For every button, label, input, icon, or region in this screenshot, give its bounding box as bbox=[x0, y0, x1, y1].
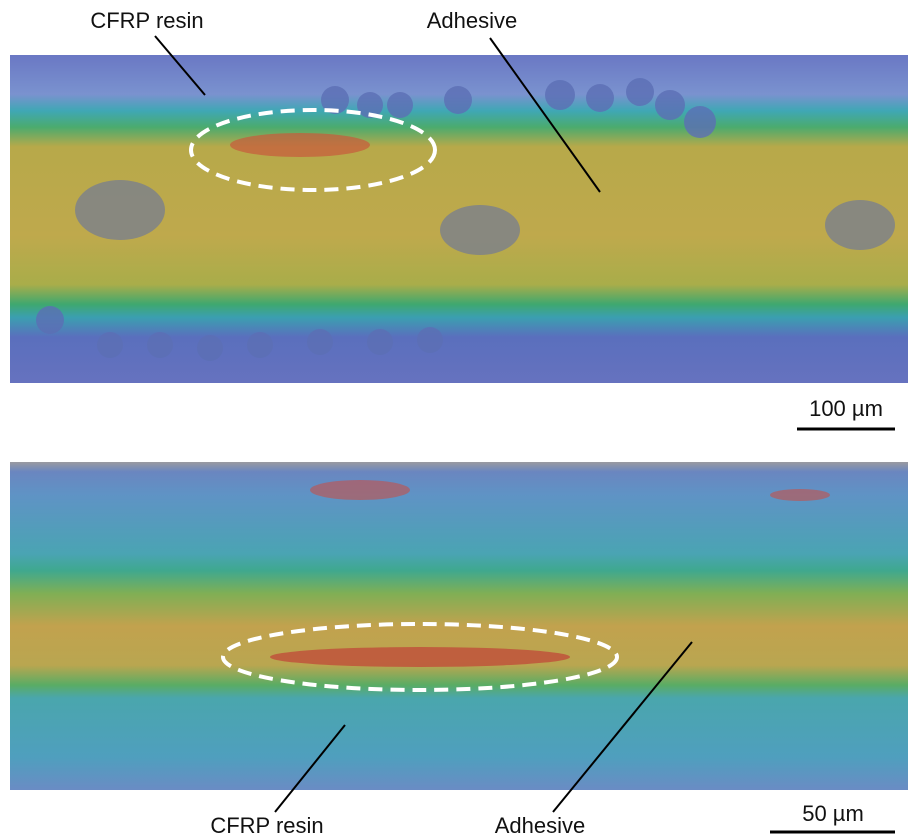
label: CFRP resin bbox=[90, 8, 203, 33]
figure: CFRP resin Adhesive 100 µm CFRP resin Ad… bbox=[0, 0, 908, 839]
label: Adhesive bbox=[427, 8, 518, 33]
scale-bar-label: 50 µm bbox=[802, 801, 864, 826]
micrograph bbox=[10, 462, 908, 790]
page: {"panels": [ {"labels": ["CFRP resin", "… bbox=[0, 0, 908, 839]
label: Adhesive bbox=[495, 813, 586, 838]
hotspot bbox=[230, 133, 370, 157]
scale-bar-label: 100 µm bbox=[809, 396, 883, 421]
hotspot bbox=[270, 647, 570, 667]
label: CFRP resin bbox=[210, 813, 323, 838]
